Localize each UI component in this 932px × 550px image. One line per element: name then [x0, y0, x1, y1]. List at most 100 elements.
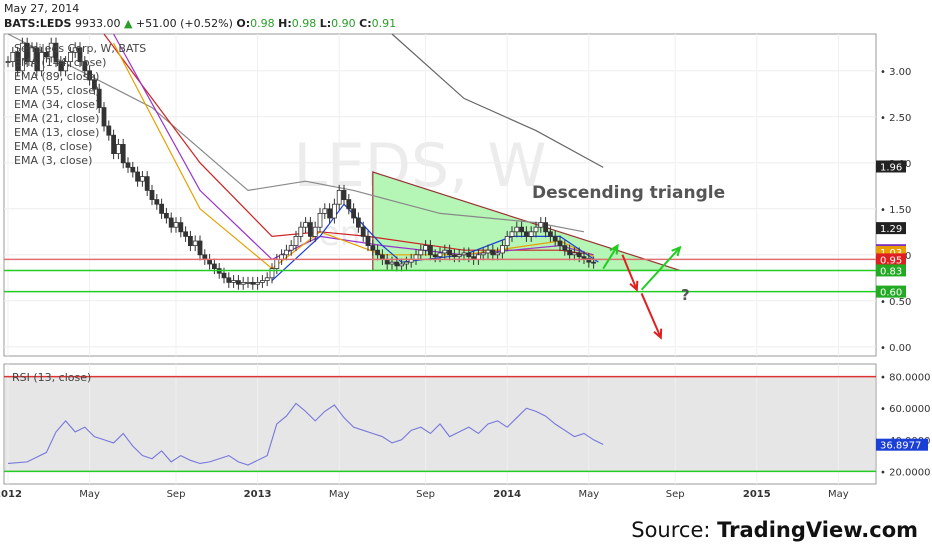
- candle-body: [394, 261, 400, 267]
- candle-body: [92, 79, 97, 90]
- candle-body: [322, 208, 328, 214]
- candle-body: [432, 254, 438, 258]
- price-tick-label: • 0.50: [880, 297, 911, 308]
- candle-body: [221, 272, 227, 279]
- candle-body: [509, 231, 515, 237]
- legend: Semileds Corp, W, BATS EMA (144, close) …: [14, 42, 146, 167]
- candle-body: [327, 208, 333, 219]
- source-name: TradingView.com: [717, 518, 918, 542]
- arrow-layer: [602, 243, 682, 340]
- legend-item: EMA (8, close): [14, 140, 92, 153]
- price-marker-label: 0.60: [880, 288, 902, 299]
- candle-body: [399, 263, 405, 267]
- candle-body: [53, 42, 59, 63]
- annotation-question: ?: [681, 286, 690, 304]
- candle-body: [456, 254, 462, 258]
- change-arrow-icon: ▲: [123, 17, 133, 30]
- candle-body: [495, 252, 501, 256]
- candle-body: [240, 281, 246, 285]
- legend-item: EMA (34, close): [14, 98, 99, 111]
- x-tick-label: 2012: [0, 489, 22, 500]
- candle-body: [528, 231, 534, 237]
- candle-body: [427, 245, 433, 256]
- candle-body: [557, 240, 563, 246]
- rsi-current-label: 36.8977: [880, 441, 921, 452]
- candle-body: [538, 222, 544, 228]
- header-low-label: L:: [319, 17, 332, 30]
- candle-body: [101, 107, 107, 127]
- header-change: +51.00 (+0.52%): [135, 17, 233, 30]
- forecast-arrow-head: [609, 243, 619, 255]
- candle-body: [403, 261, 409, 265]
- price-tick-label: • 3.00: [880, 67, 911, 78]
- candle-body: [543, 222, 548, 233]
- candle-body: [144, 176, 150, 191]
- candle-body: [235, 280, 241, 285]
- price-marker: [876, 246, 906, 259]
- x-tick-label: May: [578, 489, 599, 500]
- candle-body: [259, 280, 265, 283]
- candle-body: [44, 52, 49, 58]
- candle-body: [312, 226, 318, 237]
- legend-item: EMA (3, close): [14, 154, 92, 167]
- candle-body: [375, 249, 381, 256]
- rsi-layer: [4, 375, 876, 473]
- candle-body: [231, 280, 237, 283]
- candle-body: [274, 258, 280, 269]
- candle-body: [255, 281, 261, 285]
- candle-body: [485, 249, 491, 254]
- candle-body: [82, 61, 88, 72]
- candle-body: [437, 252, 443, 258]
- header-close: 0.91: [371, 17, 397, 30]
- candle-body: [572, 252, 577, 256]
- candle-body: [125, 162, 131, 168]
- header-quote-line: BATS:LEDS 9933.00 ▲ +51.00 (+0.52%) O:0.…: [4, 17, 396, 30]
- candle-body: [24, 42, 30, 63]
- price-marker: [876, 160, 906, 173]
- ema-line: [113, 33, 594, 261]
- candle-body: [63, 61, 68, 72]
- candle-body: [370, 245, 376, 251]
- candle-body: [351, 208, 357, 219]
- candle-body: [480, 252, 486, 256]
- candle-body: [360, 226, 366, 237]
- candle-body: [586, 258, 592, 263]
- source-prefix: Source:: [631, 518, 718, 542]
- candle-body: [163, 212, 169, 219]
- forecast-arrow: [602, 245, 619, 270]
- forecast-arrow-head: [629, 280, 639, 292]
- rsi-label: RSI (13, close): [12, 371, 91, 384]
- candle-body: [524, 231, 529, 237]
- candle-body: [283, 249, 289, 256]
- forecast-arrow-head: [671, 245, 682, 257]
- candle-body: [183, 231, 189, 237]
- candle-body: [288, 245, 294, 251]
- candle-body: [581, 256, 587, 259]
- candle-body: [514, 226, 520, 233]
- price-marker: [876, 253, 906, 266]
- candle-body: [365, 235, 371, 246]
- candle-body: [303, 222, 309, 228]
- forecast-arrow-head: [653, 328, 663, 340]
- candle-body: [533, 226, 539, 233]
- candle-body: [499, 245, 505, 254]
- rsi-tick-label: • 80.0000: [880, 373, 930, 384]
- x-tick-label: May: [79, 489, 100, 500]
- ema-line: [103, 33, 594, 256]
- candle-body: [211, 263, 217, 269]
- candle-body: [96, 88, 102, 108]
- ema-line: [391, 33, 604, 168]
- candle-body: [442, 249, 448, 254]
- candle-body: [39, 52, 44, 72]
- price-tick-label: • 1.50: [880, 205, 911, 216]
- x-tick-label: 2015: [743, 489, 771, 500]
- candle-body: [245, 281, 251, 284]
- candle-body: [106, 125, 112, 136]
- ema-layer: [7, 33, 604, 282]
- candle-body: [154, 199, 160, 205]
- candle-body: [87, 70, 92, 81]
- forecast-arrow: [621, 254, 638, 291]
- price-tick-label: • 2.50: [880, 113, 911, 124]
- candle-body: [269, 268, 275, 279]
- candle-body: [173, 222, 179, 228]
